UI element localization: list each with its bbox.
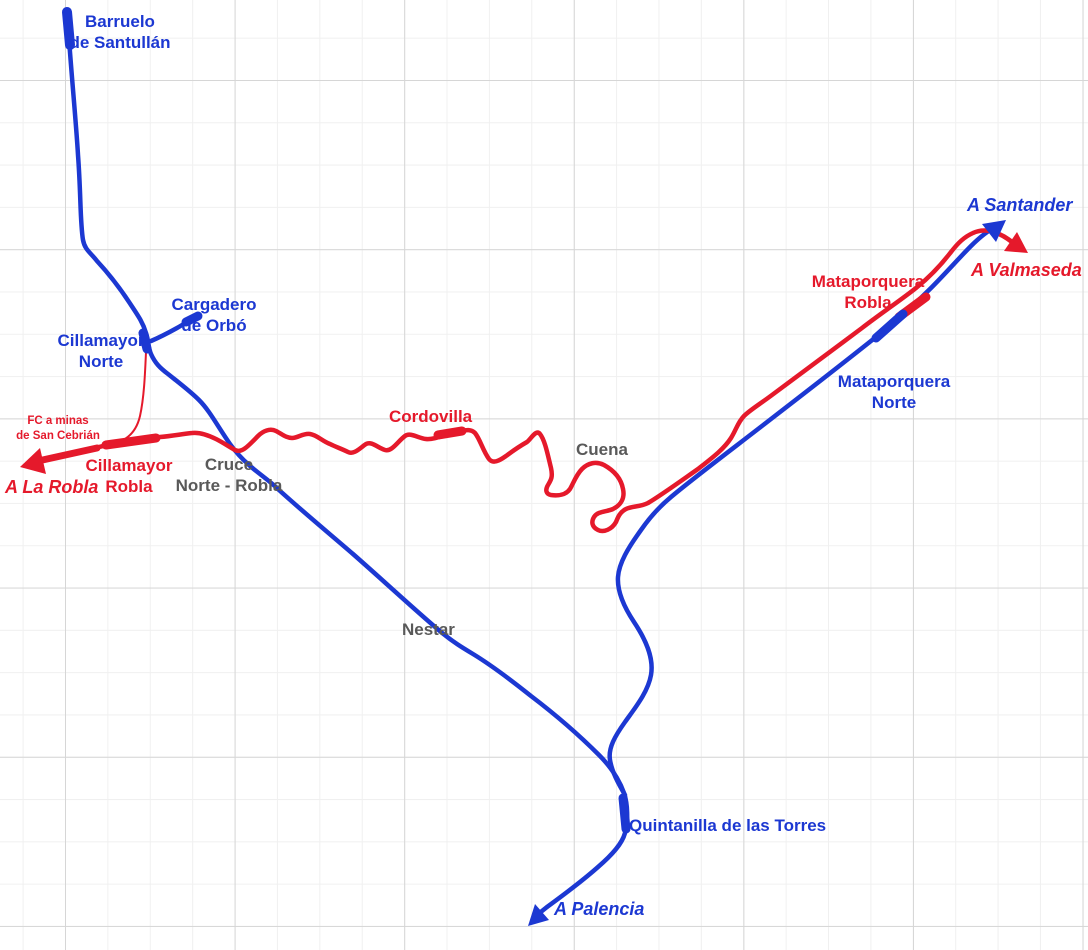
station-marker-mataporquera-norte — [871, 309, 908, 343]
station-marker-cillamayor-norte — [138, 328, 152, 354]
label-destination-valmaseda: A Valmaseda — [971, 260, 1082, 280]
arrowhead-a-palencia-icon — [528, 904, 549, 926]
label-destination-la-robla: A La Robla — [5, 477, 99, 497]
label-station-cillamayor-norte: Cillamayor Norte — [57, 331, 145, 371]
robla-west-arrow-shaft — [34, 444, 101, 465]
label-station-mataporquera-robla: Mataporquera Robla — [811, 272, 925, 312]
station-marker-cordovilla — [433, 426, 467, 440]
label-station-mataporquera-norte: Mataporquera Norte — [837, 372, 951, 412]
label-station-cordovilla: Cordovilla — [389, 407, 473, 426]
robla-main-line — [92, 228, 1024, 534]
norte-santander-line — [607, 221, 1004, 798]
label-station-barruelo: Barruelo de Santullán — [69, 12, 171, 52]
arrowhead-a-santander-icon — [982, 220, 1006, 242]
label-place-cruce-norte-robla: Cruce Norte - Robla — [175, 455, 283, 495]
label-branch-fc-san-cebrian: FC a minas de San Cebrián — [16, 415, 100, 442]
label-place-nestar: Nestar — [402, 620, 455, 639]
station-marker-quintanilla — [618, 793, 631, 834]
station-marker-cargadero-orbo — [181, 311, 203, 327]
label-station-cargadero-orbo: Cargadero de Orbó — [171, 295, 257, 335]
label-place-cuena: Cuena — [576, 440, 628, 459]
station-marker-cillamayor-robla — [101, 433, 161, 450]
station-marker-barruelo — [62, 7, 75, 50]
label-destination-santander: A Santander — [967, 195, 1073, 215]
arrowhead-a-la-robla-icon — [20, 448, 46, 474]
label-station-cillamayor-robla: Cillamayor Robla — [85, 456, 173, 496]
label-station-quintanilla: Quintanilla de las Torres — [629, 816, 827, 835]
arrowhead-a-valmaseda-icon — [1004, 232, 1028, 253]
label-destination-palencia: A Palencia — [554, 899, 645, 919]
